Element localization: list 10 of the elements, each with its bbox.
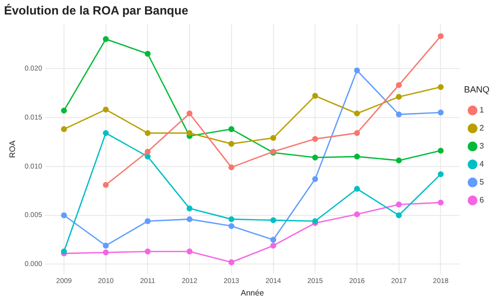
legend-label: 4 [480,160,485,169]
legend-title: BANQ [464,84,490,95]
legend-label: 1 [480,106,485,115]
legend-label: 2 [480,124,485,133]
legend-label: 5 [480,178,485,187]
y-axis-title: ROA [8,140,18,158]
chart-title: Évolution de la ROA par Banque [4,4,189,18]
x-axis-title: Année [240,288,264,298]
legend-label: 6 [480,196,485,205]
legend-label: 3 [480,142,485,151]
